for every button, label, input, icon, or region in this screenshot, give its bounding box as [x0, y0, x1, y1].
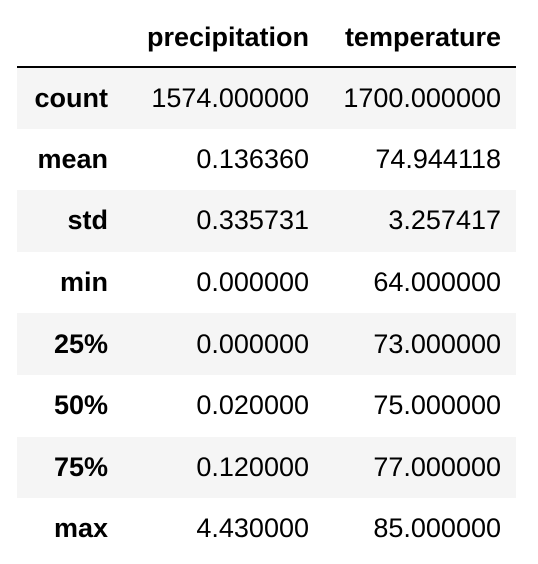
table-row: max 4.430000 85.000000 [17, 498, 516, 560]
column-header-temperature: temperature [317, 8, 516, 68]
row-label: max [53, 513, 108, 544]
cell-temperature: 64.000000 [373, 267, 501, 298]
table-row: std 0.335731 3.257417 [17, 190, 516, 252]
table-row: mean 0.136360 74.944118 [17, 129, 516, 191]
cell-temperature: 73.000000 [373, 328, 501, 359]
cell-precipitation: 0.020000 [196, 390, 309, 421]
row-label: 50% [53, 390, 108, 421]
cell-precipitation: 0.335731 [196, 205, 309, 236]
cell-precipitation: 4.430000 [196, 513, 309, 544]
cell-precipitation: 0.000000 [196, 328, 309, 359]
cell-temperature: 74.944118 [375, 143, 501, 174]
cell-precipitation: 0.136360 [196, 143, 309, 174]
row-label: 25% [53, 328, 108, 359]
cell-precipitation: 1574.000000 [151, 82, 309, 113]
table-row: 50% 0.020000 75.000000 [17, 375, 516, 437]
cell-precipitation: 0.000000 [196, 267, 309, 298]
cell-temperature: 77.000000 [373, 451, 501, 482]
cell-temperature: 85.000000 [373, 513, 501, 544]
cell-temperature: 1700.000000 [343, 82, 501, 113]
table-row: count 1574.000000 1700.000000 [17, 67, 516, 129]
column-header-precipitation: precipitation [117, 8, 317, 68]
table-row: 75% 0.120000 77.000000 [17, 436, 516, 499]
cell-temperature: 3.257417 [388, 205, 501, 236]
table-row: 25% 0.000000 73.000000 [17, 313, 516, 375]
row-label: count [34, 82, 109, 113]
row-label: 75% [53, 451, 108, 482]
table-header: precipitation temperature [17, 8, 516, 68]
cell-temperature: 75.000000 [373, 390, 501, 421]
cell-precipitation: 0.120000 [196, 451, 309, 482]
row-label: min [59, 267, 108, 298]
table-body: count 1574.000000 1700.000000 mean 0.136… [17, 67, 516, 560]
index-header [17, 8, 117, 68]
describe-table: precipitation temperature count 1574.000… [17, 8, 516, 560]
table-row: min 0.000000 64.000000 [17, 252, 516, 314]
row-label: mean [37, 143, 108, 174]
row-label: std [67, 205, 109, 236]
header-row: precipitation temperature [17, 8, 516, 68]
